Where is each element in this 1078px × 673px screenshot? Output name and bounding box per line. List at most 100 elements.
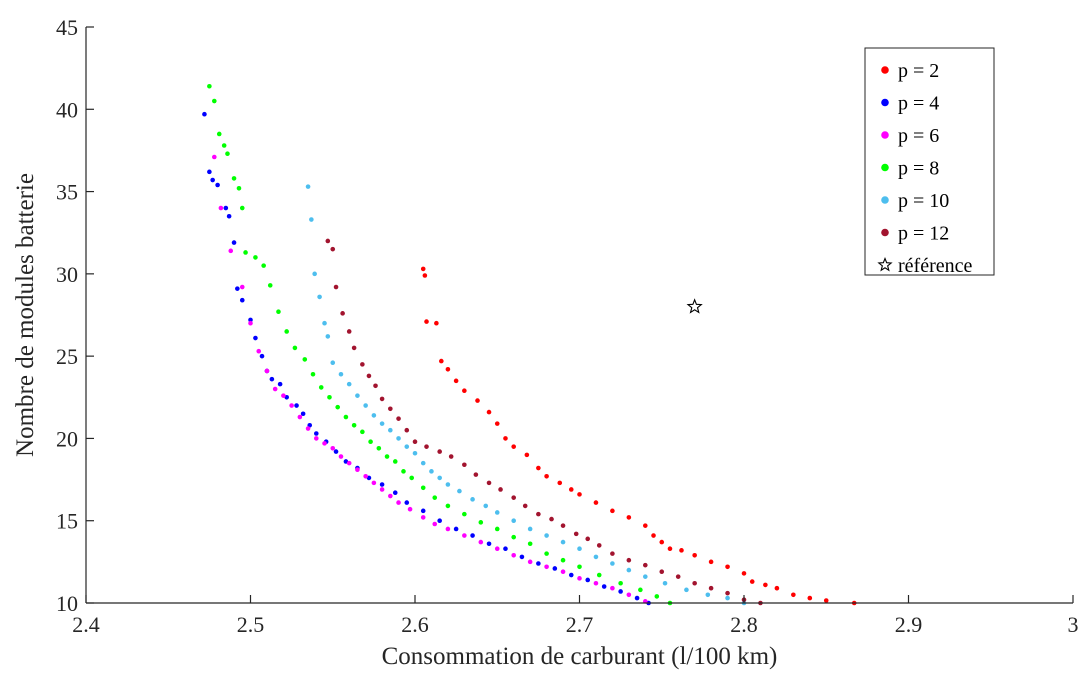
data-point: [376, 446, 382, 451]
data-point: [560, 557, 566, 563]
data-point: [705, 592, 711, 598]
data-point: [318, 385, 324, 390]
data-point: [297, 414, 303, 420]
data-point: [638, 587, 643, 593]
legend-marker: [881, 66, 889, 74]
data-point: [596, 572, 602, 578]
data-point: [437, 449, 442, 454]
data-point: [560, 539, 566, 545]
data-point: [462, 533, 467, 538]
data-point: [351, 345, 357, 351]
data-point: [420, 460, 426, 466]
data-point: [437, 475, 442, 481]
y-tick-label: 40: [56, 97, 78, 122]
data-point: [396, 436, 401, 441]
data-point: [236, 185, 242, 191]
data-point: [560, 569, 566, 575]
data-point: [396, 500, 401, 505]
data-point: [791, 592, 796, 598]
data-point: [294, 403, 299, 408]
data-point: [404, 500, 410, 505]
data-point: [494, 546, 500, 551]
y-tick-label: 15: [56, 509, 78, 534]
data-point: [373, 383, 378, 389]
data-point: [338, 371, 344, 377]
data-point: [519, 554, 525, 560]
data-point: [577, 492, 582, 497]
data-point: [741, 571, 747, 576]
data-point: [330, 446, 336, 451]
data-point: [774, 585, 780, 591]
legend: p = 2 p = 4 p = 6 p = 8 p = 10 p = 12 référenc…: [864, 47, 995, 277]
data-point: [662, 580, 668, 586]
data-point: [470, 497, 475, 502]
data-point: [527, 559, 533, 565]
data-point: [634, 595, 640, 601]
data-point: [618, 589, 623, 594]
data-point: [207, 169, 212, 175]
data-point: [225, 151, 230, 157]
data-point: [223, 205, 229, 211]
data-point: [424, 319, 429, 324]
data-point: [269, 376, 275, 382]
data-point: [412, 439, 418, 445]
data-point: [536, 561, 541, 566]
data-point: [483, 503, 489, 509]
data-point: [527, 541, 533, 547]
data-point: [626, 592, 632, 598]
data-point: [412, 450, 418, 456]
data-point: [511, 552, 516, 558]
data-point: [272, 386, 278, 392]
legend-label: p = 6: [898, 125, 939, 147]
data-point: [462, 511, 467, 517]
data-point: [392, 459, 398, 464]
data-point: [470, 533, 475, 538]
data-point: [544, 551, 549, 556]
data-point: [363, 403, 368, 408]
data-marks: [202, 83, 857, 606]
x-tick-label: 2.4: [72, 612, 100, 637]
data-point: [325, 334, 331, 339]
data-point: [557, 480, 563, 486]
data-point: [475, 398, 480, 403]
data-point: [549, 516, 554, 522]
data-point: [256, 348, 262, 354]
reference-point: [686, 298, 703, 314]
data-point: [388, 406, 393, 412]
data-point: [379, 487, 385, 492]
y-tick-label: 35: [56, 180, 78, 205]
data-point: [577, 564, 582, 570]
data-point: [310, 371, 316, 377]
data-point: [355, 467, 360, 472]
data-point: [333, 449, 339, 454]
data-point: [429, 469, 434, 474]
data-point: [309, 217, 314, 222]
data-point: [340, 311, 345, 316]
legend-label: p = 8: [898, 158, 939, 180]
data-point: [314, 431, 319, 436]
data-point: [725, 595, 730, 601]
data-point: [503, 436, 508, 441]
data-point: [420, 485, 426, 491]
data-point: [511, 444, 516, 449]
data-point: [568, 572, 574, 578]
data-point: [259, 353, 265, 359]
data-point: [379, 421, 385, 426]
data-point: [453, 378, 459, 384]
data-point: [424, 444, 429, 449]
data-point: [708, 559, 714, 565]
data-point: [210, 177, 215, 183]
data-point: [248, 320, 253, 326]
series-3: [207, 83, 673, 606]
data-point: [207, 83, 212, 89]
data-point: [401, 469, 406, 474]
data-point: [445, 482, 451, 487]
data-point: [292, 345, 298, 351]
data-point: [221, 143, 227, 148]
data-point: [243, 250, 248, 255]
data-point: [823, 598, 829, 603]
ticks: 2.4 2.5 2.6 2.7 2.8 2.9 3 10 15 20 25 30 35 40 45: [56, 15, 1078, 637]
data-point: [445, 367, 451, 372]
data-point: [643, 523, 648, 528]
y-tick-label: 30: [56, 262, 78, 287]
